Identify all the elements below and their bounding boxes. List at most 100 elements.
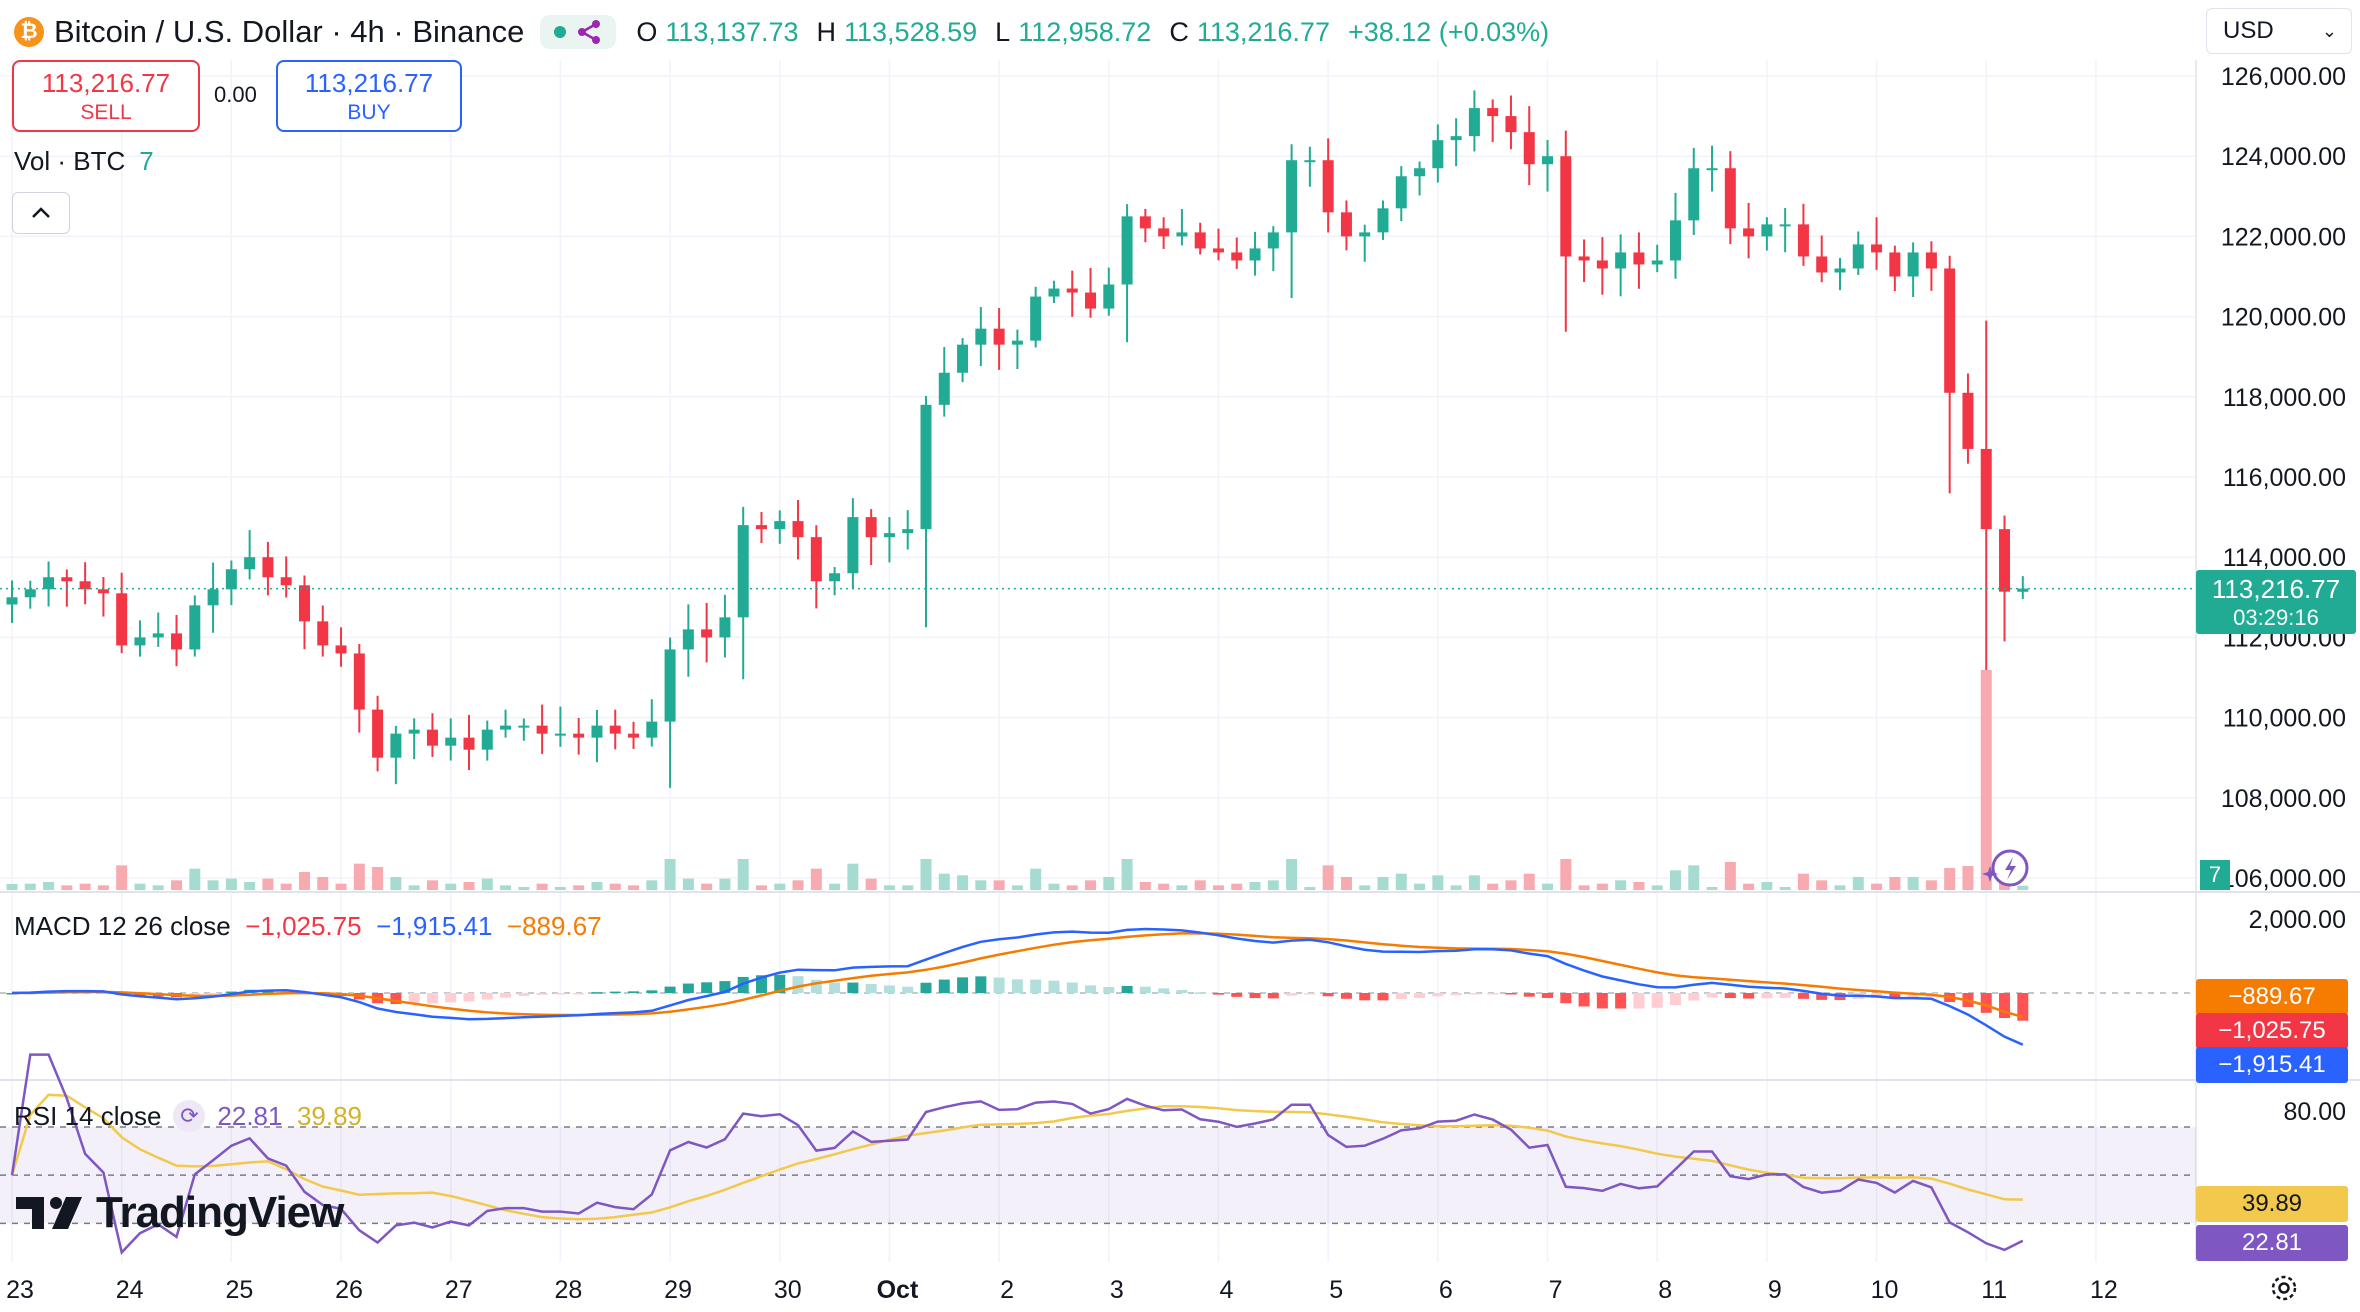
macd-hist-bar xyxy=(426,993,438,1004)
time-axis-label: 28 xyxy=(554,1276,582,1304)
volume-bar xyxy=(1980,670,1992,890)
volume-bar xyxy=(1304,887,1316,890)
candle-body xyxy=(1085,292,1097,309)
macd-line xyxy=(11,927,2024,1046)
macd-hist-bar xyxy=(1158,988,1170,993)
volume-bar xyxy=(829,883,841,890)
volume-bar xyxy=(755,885,767,890)
macd-hist-bar xyxy=(993,977,1005,993)
volume-tag: 7 xyxy=(2200,860,2230,890)
candle-body xyxy=(2017,588,2029,592)
volume-bar xyxy=(189,868,201,890)
candle-body xyxy=(975,328,987,345)
volume-bar xyxy=(1925,880,1937,890)
candle-body xyxy=(43,577,55,590)
candle-body xyxy=(500,725,512,730)
price-axis-label: 120,000.00 xyxy=(2221,304,2346,332)
candle-body xyxy=(1688,168,1700,221)
macd-hist-bar xyxy=(134,993,146,997)
candle-body xyxy=(1487,108,1499,117)
candle-body xyxy=(682,629,694,650)
sell-label: SELL xyxy=(80,100,132,124)
candle-body xyxy=(719,617,731,638)
volume-bar xyxy=(116,865,128,890)
volume-bar xyxy=(554,887,566,890)
macd-hist-bar xyxy=(591,992,603,994)
symbol-title[interactable]: Bitcoin / U.S. Dollar · 4h · Binance xyxy=(54,14,525,49)
volume-bar xyxy=(883,885,895,890)
candle-body xyxy=(1834,268,1846,273)
volume-bar xyxy=(171,880,183,890)
candle-body xyxy=(1852,244,1864,269)
candle-body xyxy=(628,733,640,738)
spread-value: 0.00 xyxy=(214,82,257,107)
macd-hist-bar xyxy=(1889,993,1901,999)
open-value: 113,137.73 xyxy=(665,16,799,47)
macd-hist-bar xyxy=(1030,979,1042,993)
macd-hist-bar xyxy=(902,986,914,993)
volume-bar xyxy=(426,880,438,890)
volume-bar xyxy=(938,873,950,890)
candle-body xyxy=(225,569,237,590)
macd-hist-bar xyxy=(1231,993,1243,997)
macd-hist-bar xyxy=(609,991,621,994)
macd-hist-bar xyxy=(207,993,219,995)
volume-bar xyxy=(6,884,18,890)
flash-icon[interactable] xyxy=(1982,848,2030,888)
macd-histogram xyxy=(6,974,2029,1021)
currency-select[interactable]: USD ⌄ xyxy=(2206,8,2352,54)
price-axis-label: 108,000.00 xyxy=(2221,785,2346,813)
candle-body xyxy=(1779,224,1791,227)
macd-hist-bar xyxy=(1395,993,1407,1000)
candle-body xyxy=(518,725,530,728)
macd-hist-bar xyxy=(1066,982,1078,993)
rsi-legend[interactable]: RSI 14 close ⟳ 22.81 39.89 xyxy=(14,1100,362,1132)
macd-hist-bar xyxy=(628,991,640,993)
time-axis-label: 8 xyxy=(1658,1276,1672,1304)
time-axis-label: 9 xyxy=(1768,1276,1782,1304)
candle-body xyxy=(1121,216,1133,285)
candle-body xyxy=(1816,256,1828,273)
macd-legend[interactable]: MACD 12 26 close −1,025.75 −1,915.41 −88… xyxy=(14,911,602,942)
price-axis-label: 106,000.00 xyxy=(2221,865,2346,893)
candle-body xyxy=(1542,156,1554,165)
macd-hist-tag: −1,025.75 xyxy=(2196,1013,2348,1049)
sell-button[interactable]: 113,216.77 SELL xyxy=(12,60,200,132)
candle-body xyxy=(1395,176,1407,209)
market-status-pill[interactable] xyxy=(540,15,617,49)
macd-hist-bar xyxy=(518,993,530,996)
macd-hist-bar xyxy=(664,986,676,993)
macd-hist-bar xyxy=(1706,993,1718,998)
candle-body xyxy=(1139,216,1151,229)
collapse-legend-button[interactable] xyxy=(12,192,70,234)
volume-bar xyxy=(609,883,621,890)
candle-body xyxy=(1176,232,1188,237)
candle-body xyxy=(1944,268,1956,393)
candle-body xyxy=(1158,228,1170,237)
settings-gear-icon[interactable] xyxy=(2268,1272,2300,1304)
volume-bar xyxy=(1834,885,1846,890)
candle-body xyxy=(755,525,767,530)
time-axis-label: 23 xyxy=(6,1276,34,1304)
candle-body xyxy=(829,573,841,582)
macd-hist-bar xyxy=(792,976,804,993)
macd-hist-bar xyxy=(865,984,877,993)
price-axis-label: 122,000.00 xyxy=(2221,223,2346,251)
grid-lines xyxy=(0,60,2196,1262)
candle-body xyxy=(298,585,310,622)
candle-body xyxy=(426,729,438,746)
candle-body xyxy=(646,721,658,738)
buy-button[interactable]: 113,216.77 BUY xyxy=(276,60,462,132)
volume-value: 7 xyxy=(139,146,154,176)
candle-body xyxy=(938,372,950,405)
candle-body xyxy=(1414,168,1426,177)
rsi-line xyxy=(10,1053,2024,1255)
candle-body xyxy=(152,633,164,638)
macd-hist-bar xyxy=(755,975,767,993)
candle-body xyxy=(810,537,822,582)
refresh-icon[interactable]: ⟳ xyxy=(173,1100,206,1132)
volume-legend[interactable]: Vol · BTC 7 xyxy=(14,146,154,177)
macd-hist-bar xyxy=(1139,986,1151,993)
macd-hist-bar xyxy=(1487,993,1499,995)
